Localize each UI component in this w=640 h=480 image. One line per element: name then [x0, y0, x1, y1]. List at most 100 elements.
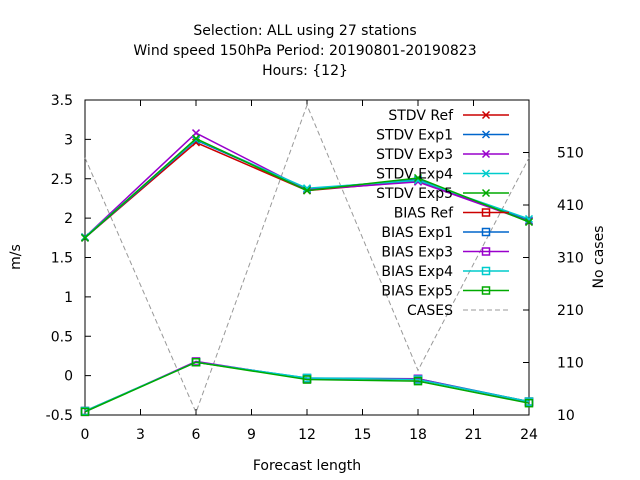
plot-frame	[84, 99, 530, 416]
legend-item-bias-ref: BIAS Ref	[394, 206, 509, 222]
y-tick-label: 0.5	[51, 329, 73, 345]
marker-stroke	[481, 188, 491, 198]
y-tick-label: 3.5	[51, 93, 73, 109]
y-tick-label: 2.5	[51, 172, 73, 188]
series-line-bias-exp3	[84, 360, 530, 413]
x-axis-label: Forecast length	[253, 458, 361, 474]
marker-stroke	[80, 233, 90, 242]
legend-label: BIAS Exp3	[381, 245, 453, 261]
marker-stroke	[481, 130, 491, 139]
legend-marker	[481, 188, 491, 198]
legend-item-cases: CASES	[407, 303, 509, 319]
y-tick-label: 0	[64, 369, 73, 385]
x-tick-label: 21	[465, 427, 483, 443]
marker-stroke	[413, 176, 423, 185]
x-tick-label: 6	[192, 427, 201, 443]
series-stdv-exp3	[80, 129, 534, 242]
series-bias-exp5	[80, 357, 534, 417]
y2-tick-label: 510	[557, 146, 584, 162]
legend-item-stdv-ref: STDV Ref	[388, 108, 509, 124]
y2-axis-label: No cases	[591, 226, 607, 289]
series-line-bias-exp5	[84, 361, 530, 413]
y2-tick-label: 10	[557, 408, 575, 424]
data-point-stdv-exp5	[191, 134, 201, 143]
x-tick-label: 18	[409, 427, 427, 443]
legend-label: BIAS Ref	[394, 206, 454, 222]
legend-item-stdv-exp5: STDV Exp5	[376, 186, 509, 202]
series-bias-ref	[80, 357, 534, 416]
y-tick-label: 3	[64, 132, 73, 148]
y-tick-label: -0.5	[46, 408, 73, 424]
data-point-bias-exp5	[524, 398, 534, 408]
marker-stroke	[191, 134, 201, 143]
y-tick-label: 1.5	[51, 251, 73, 267]
marker-stroke	[413, 173, 423, 182]
legend-label: STDV Exp4	[376, 167, 453, 183]
data-point-bias-exp5	[413, 376, 423, 386]
x-tick-label: 15	[354, 427, 372, 443]
marker-stroke	[302, 186, 312, 195]
x-tick-label: 0	[81, 427, 90, 443]
data-point-bias-exp5	[80, 407, 90, 417]
chart-title-line-3: Hours: {12}	[262, 63, 348, 79]
axis-ticks: 0 3 6 9 12 15 18 21 24 -0.5 0 0.5 1 1.5 2 2.5 3 3.5 10 110 2…	[46, 93, 584, 443]
series-bias-exp1	[80, 357, 534, 416]
y2-tick-label: 110	[557, 356, 584, 372]
legend-label: STDV Exp3	[376, 147, 453, 163]
y-tick-label: 2	[64, 211, 73, 227]
marker-stroke	[524, 218, 534, 227]
series-cases	[84, 103, 530, 414]
marker-stroke	[481, 149, 491, 159]
legend: STDV Ref STDV Exp1 STDV Exp3 STDV Exp4 STDV …	[376, 108, 509, 319]
y-tick-label: 1	[64, 290, 73, 306]
legend-marker	[481, 169, 491, 178]
legend-item-bias-exp4: BIAS Exp4	[381, 264, 509, 280]
legend-label: BIAS Exp4	[381, 264, 453, 280]
legend-marker	[481, 208, 491, 217]
legend-item-bias-exp5: BIAS Exp5	[381, 284, 509, 300]
legend-marker	[481, 227, 491, 237]
x-tick-label: 3	[136, 427, 145, 443]
marker-stroke	[481, 110, 491, 120]
x-tick-label: 24	[520, 427, 538, 443]
legend-label: CASES	[407, 303, 453, 319]
legend-label: STDV Exp1	[376, 128, 453, 144]
legend-item-stdv-exp1: STDV Exp1	[376, 128, 509, 144]
y2-tick-label: 210	[557, 303, 584, 319]
chart-title-line-2: Wind speed 150hPa Period: 20190801-20190…	[133, 43, 476, 59]
legend-marker	[481, 266, 491, 276]
x-tick-label: 9	[247, 427, 256, 443]
y2-tick-label: 310	[557, 251, 584, 267]
y2-tick-label: 410	[557, 198, 584, 214]
chart-title: Selection: ALL using 27 stations Wind sp…	[133, 23, 476, 79]
series-line-stdv-exp3	[84, 132, 530, 238]
chart-title-line-1: Selection: ALL using 27 stations	[193, 23, 416, 39]
series-line-bias-exp1	[84, 361, 530, 412]
legend-item-bias-exp1: BIAS Exp1	[381, 225, 509, 241]
y-axis-label: m/s	[8, 244, 24, 270]
series-bias-exp4	[80, 357, 534, 416]
series-line-bias-exp4	[84, 361, 530, 412]
data-point-stdv-exp5	[524, 218, 534, 227]
marker-stroke	[481, 169, 491, 178]
series-stdv-exp5	[80, 134, 534, 242]
series-bias-exp3	[80, 357, 534, 417]
legend-label: BIAS Exp5	[381, 284, 453, 300]
legend-item-bias-exp3: BIAS Exp3	[381, 245, 509, 261]
series-layer	[80, 103, 534, 417]
legend-marker	[481, 247, 491, 256]
data-point-bias-exp5	[191, 357, 201, 367]
x-tick-label: 12	[298, 427, 316, 443]
legend-marker	[481, 130, 491, 139]
data-point-stdv-exp5	[80, 233, 90, 242]
legend-label: STDV Exp5	[376, 186, 453, 202]
series-line-bias-ref	[84, 361, 530, 412]
data-point-stdv-exp5	[302, 186, 312, 195]
data-point-bias-exp5	[302, 375, 312, 384]
series-stdv-exp4	[80, 135, 534, 242]
legend-marker	[481, 286, 491, 295]
legend-item-stdv-exp4: STDV Exp4	[376, 167, 509, 183]
data-point-stdv-exp5	[413, 173, 423, 182]
series-line-cases	[84, 103, 530, 414]
